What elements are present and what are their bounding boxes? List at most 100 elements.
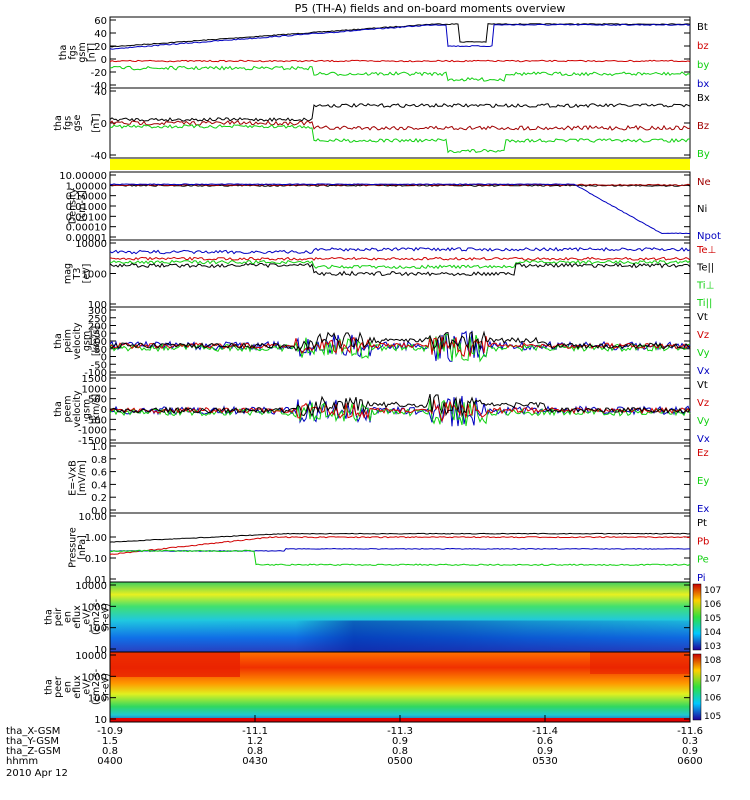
y-tick-label: 10000 [75, 581, 107, 592]
y-axis-label: gsm [77, 42, 88, 62]
y-tick-label: 100 [88, 337, 107, 348]
x-tick-label: -11.1 [242, 726, 268, 737]
series-line [109, 120, 691, 131]
colorbar-label: 105 [704, 712, 721, 722]
y-tick-label: 150 [88, 329, 107, 340]
y-tick-label: 0.00010 [66, 223, 107, 234]
panel-frame [109, 512, 691, 583]
y-tick-label: 0 [101, 55, 107, 66]
y-tick-label: 1000 [82, 602, 107, 613]
colorbar-label: 103 [704, 642, 721, 652]
legend-Pe: Pe [697, 555, 709, 566]
panel-frame [109, 374, 691, 444]
x-tick-label: 0530 [532, 756, 557, 767]
ephemeris-bar [110, 159, 690, 170]
legend-Vz: Vz [697, 330, 709, 341]
legend-bz: bz [697, 41, 709, 52]
y-axis-label: [km/s] [91, 394, 102, 424]
x-tick-label: 0.6 [537, 736, 553, 747]
y-tick-label: 40 [94, 29, 107, 40]
series-line [109, 256, 691, 261]
y-axis-label: tha [58, 45, 69, 61]
series-line [109, 330, 691, 352]
legend-Pb: Pb [697, 536, 709, 547]
x-tick-label: 0.8 [392, 746, 408, 757]
series-line [109, 259, 691, 270]
legend-Vy: Vy [697, 416, 710, 427]
y-tick-label: 300 [88, 306, 107, 317]
y-tick-label: 0.6 [91, 468, 107, 479]
y-axis-label: Pressure [67, 527, 78, 568]
y-tick-label: -1500 [78, 436, 107, 447]
y-tick-label: 0.10000 [66, 192, 107, 203]
legend-Bt: Bt [697, 22, 708, 33]
y-tick-label: 0.00001 [66, 233, 107, 244]
y-axis-label: [mV/m] [77, 460, 88, 496]
x-tick-label: 0.9 [682, 746, 698, 757]
y-tick-label: 500 [88, 395, 107, 406]
legend-Vt: Vt [697, 380, 708, 391]
y-axis-label: sr-eV) [101, 603, 112, 631]
y-tick-label: 10000 [75, 239, 107, 250]
spectrogram-dark-region [110, 620, 690, 652]
x-axis-row-label: tha_X-GSM [6, 726, 60, 737]
legend-Ex: Ex [697, 504, 709, 515]
x-tick-label: -11.3 [387, 726, 413, 737]
y-tick-label: 1000 [82, 672, 107, 683]
x-tick-label: 0430 [242, 756, 267, 767]
y-axis-label: [nPa] [77, 535, 88, 560]
y-tick-label: 0.2 [91, 493, 107, 504]
y-axis-label: peim [63, 329, 74, 353]
panel-pressure [109, 512, 691, 583]
y-axis-label: fgs [63, 116, 74, 130]
legend-By: By [697, 149, 710, 160]
y-tick-label: 0.4 [91, 480, 107, 491]
spectrogram-hot-region [110, 652, 240, 677]
series-line [109, 532, 691, 543]
y-tick-label: -50 [91, 360, 107, 371]
y-tick-label: 50 [94, 345, 107, 356]
legend-Vx: Vx [697, 434, 710, 445]
y-tick-label: -40 [91, 81, 107, 92]
colorbar-label: 107 [704, 675, 721, 685]
y-axis-label: [km/s] [91, 326, 102, 356]
y-axis-label: _ [82, 120, 93, 126]
x-tick-label: 1.2 [247, 736, 263, 747]
x-tick-label: -11.4 [532, 726, 558, 737]
legend-Te||: Te|| [696, 263, 714, 274]
y-axis-label: velocity [72, 390, 83, 428]
y-tick-label: 1500 [82, 374, 107, 385]
y-tick-label: 1000 [82, 384, 107, 395]
y-tick-label: 1.00 [85, 533, 107, 544]
y-tick-label: -40 [91, 151, 107, 162]
y-tick-label: -1000 [78, 426, 107, 437]
y-axis-label: (cm2-s- [91, 669, 102, 705]
y-axis-label: eflux [72, 605, 83, 629]
y-tick-label: 0 [101, 119, 107, 130]
colorbar-peir-spec [692, 583, 702, 651]
y-axis-label: gse [72, 114, 83, 131]
y-axis-label: eflux [72, 675, 83, 699]
y-axis-label: [nT] [86, 43, 97, 62]
panel-efield [109, 442, 691, 514]
colorbar-label: 104 [704, 628, 721, 638]
y-tick-label: 60 [94, 16, 107, 27]
x-tick-label: 0600 [677, 756, 702, 767]
y-tick-label: 0.0 [91, 506, 107, 517]
y-tick-label: 1000 [82, 270, 107, 281]
y-tick-label: 20 [94, 42, 107, 53]
y-tick-label: 0.01 [85, 575, 107, 586]
series-line [109, 102, 691, 123]
legend-Te⊥: Te⊥ [696, 245, 716, 256]
panel-peer-spec [109, 651, 702, 723]
y-tick-label: 0 [101, 353, 107, 364]
colorbar-label: 105 [704, 614, 721, 624]
series-line [109, 393, 691, 418]
legend-Vz: Vz [697, 398, 709, 409]
legend-bx: bx [697, 79, 709, 90]
panel-peim-vel [109, 306, 691, 376]
spectrogram-hot-region-2 [590, 652, 690, 674]
x-tick-label: 0.8 [102, 746, 118, 757]
y-tick-label: 100 [88, 624, 107, 635]
